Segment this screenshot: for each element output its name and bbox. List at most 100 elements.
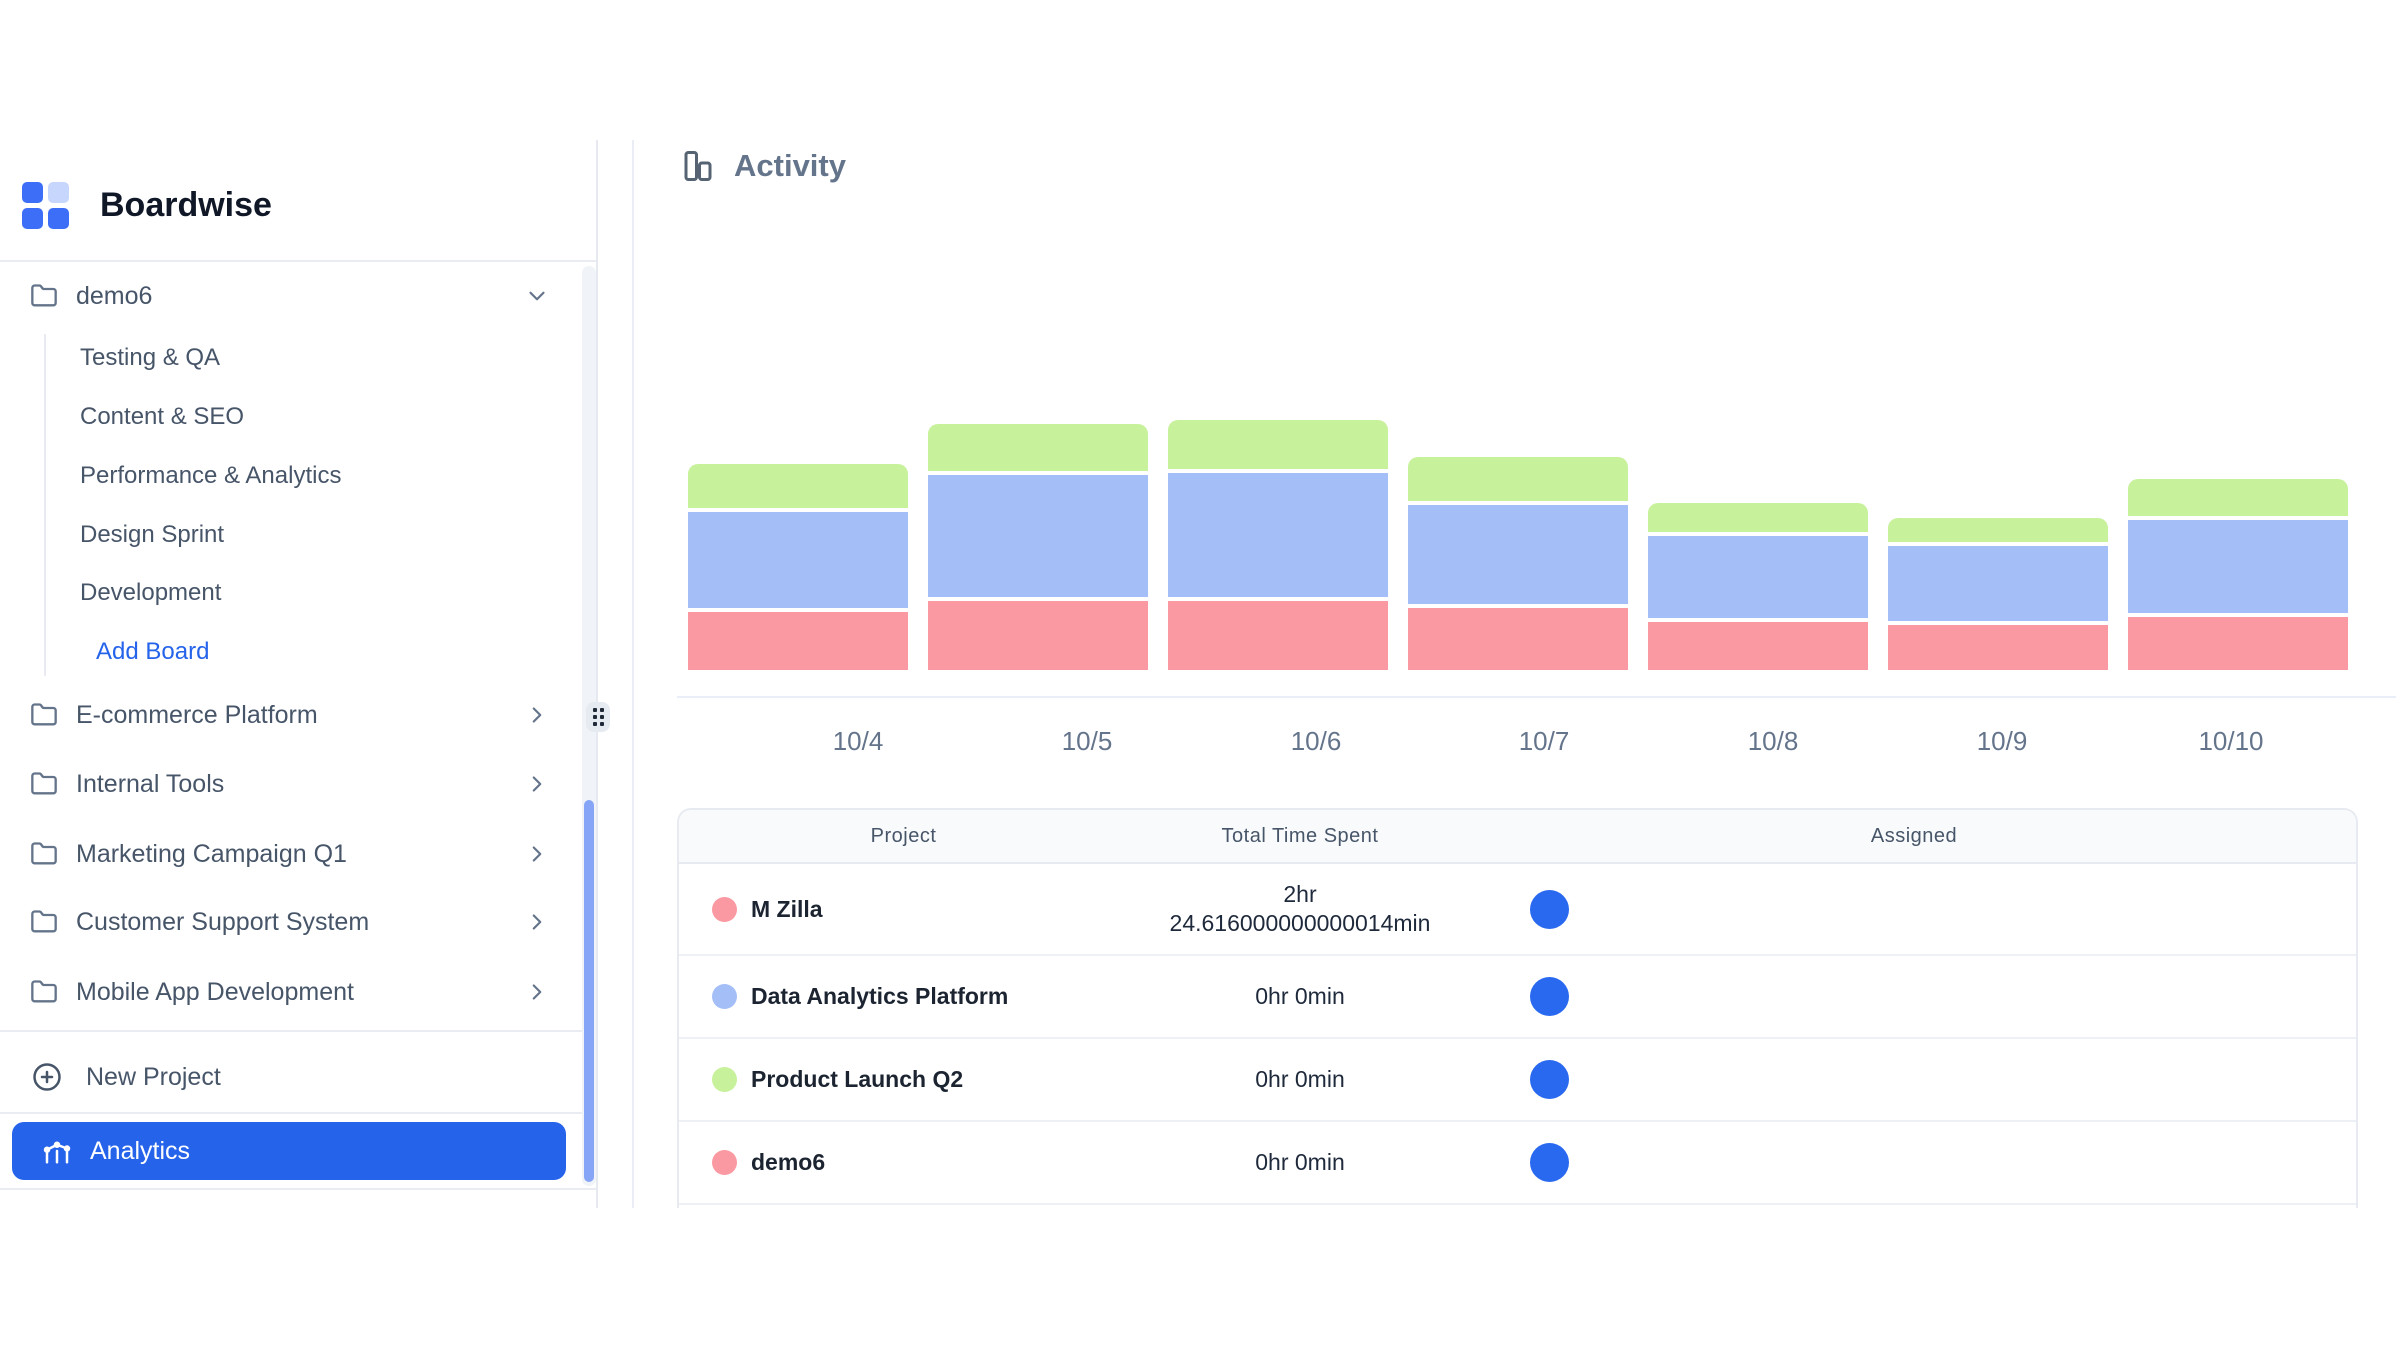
sidebar-board-item[interactable]: Testing & QA [80, 344, 221, 371]
stacked-bar-10/9[interactable] [1888, 518, 2108, 670]
project-color-dot [712, 1150, 737, 1175]
sidebar-divider-bottom [0, 1112, 596, 1114]
logo-square-2 [48, 182, 69, 203]
bar-segment-product-launch-q2[interactable] [688, 464, 908, 508]
sidebar-board-item[interactable]: Content & SEO [80, 403, 245, 430]
total-time-cell: 0hr 0min [1128, 956, 1472, 1037]
analytics-label: Analytics [90, 1136, 191, 1165]
total-time-cell: 0hr 0min [1128, 1122, 1472, 1203]
sidebar-project-item[interactable]: Marketing Campaign Q1 [0, 826, 560, 882]
brand-title: Boardwise [100, 186, 272, 224]
time-line: 2hr [1283, 881, 1317, 907]
column-header-assigned: Assigned [1870, 824, 1958, 847]
chevron-right-icon[interactable] [524, 979, 550, 1005]
logo-square-3 [22, 208, 43, 229]
bar-segment-product-launch-q2[interactable] [1408, 457, 1628, 501]
board-indent-guide [44, 334, 46, 676]
content-divider [632, 140, 634, 1208]
project-name: Data Analytics Platform [751, 983, 1009, 1009]
bar-segment-m-zilla[interactable] [1648, 622, 1868, 670]
assignee-avatar[interactable] [1530, 1143, 1569, 1182]
bar-segment-product-launch-q2[interactable] [1168, 420, 1388, 469]
chevron-right-icon[interactable] [524, 841, 550, 867]
folder-icon [31, 703, 57, 726]
sidebar-project-item[interactable]: Internal Tools [0, 756, 560, 812]
column-header-total-time: Total Time Spent [1221, 824, 1379, 847]
bar-segment-m-zilla[interactable] [1408, 608, 1628, 670]
bar-segment-data-analytics-platform[interactable] [2128, 520, 2348, 613]
chevron-down-icon[interactable] [524, 283, 550, 309]
table-row-product-launch-q2: Product Launch Q2 0hr 0min [679, 1039, 2356, 1122]
bar-segment-m-zilla[interactable] [2128, 617, 2348, 670]
project-name: M Zilla [751, 895, 823, 922]
stacked-bar-10/10[interactable] [2128, 479, 2348, 670]
bar-segment-product-launch-q2[interactable] [1888, 518, 2108, 542]
bar-segment-data-analytics-platform[interactable] [1408, 505, 1628, 604]
bar-segment-m-zilla[interactable] [1888, 625, 2108, 670]
bar-segment-product-launch-q2[interactable] [1648, 503, 1868, 532]
sidebar-group-label: demo6 [76, 281, 153, 310]
time-line: 24.616000000000014min [1169, 910, 1431, 936]
x-axis-tick-label: 10/6 [1290, 726, 1342, 756]
assignee-avatar[interactable] [1530, 1060, 1569, 1099]
bar-segment-m-zilla[interactable] [1168, 601, 1388, 670]
stacked-bar-10/4[interactable] [688, 464, 908, 670]
project-name: Product Launch Q2 [751, 1066, 964, 1092]
sidebar-resize-handle[interactable] [586, 702, 610, 732]
bar-segment-product-launch-q2[interactable] [2128, 479, 2348, 516]
circle-plus-icon [33, 1063, 61, 1091]
add-board-link[interactable]: Add Board [96, 638, 210, 665]
assignee-avatar[interactable] [1530, 977, 1569, 1016]
new-project-button[interactable]: New Project [0, 1049, 560, 1105]
folder-icon [31, 842, 57, 865]
stacked-bar-10/8[interactable] [1648, 503, 1868, 670]
column-header-project: Project [870, 824, 937, 847]
chevron-right-icon[interactable] [524, 771, 550, 797]
project-cell: demo6 [679, 1122, 1128, 1203]
chevron-right-icon[interactable] [524, 702, 550, 728]
x-axis-tick-label: 10/5 [1061, 726, 1113, 756]
stacked-bar-10/7[interactable] [1408, 457, 1628, 670]
table-body: M Zilla 2hr 24.616000000000014min Data Anal… [679, 864, 2356, 1205]
sidebar-group-demo6[interactable]: demo6 [0, 268, 560, 324]
table-header-row: Project Total Time Spent Assigned [679, 810, 2356, 864]
assignee-avatar[interactable] [1530, 889, 1569, 929]
bar-segment-data-analytics-platform[interactable] [1888, 546, 2108, 621]
assigned-cell [1472, 1122, 2356, 1203]
table-row-data-analytics-platform: Data Analytics Platform 0hr 0min [679, 956, 2356, 1039]
bar-segment-data-analytics-platform[interactable] [928, 475, 1148, 597]
assigned-cell [1472, 956, 2356, 1037]
analytics-button[interactable]: Analytics [12, 1122, 566, 1180]
activity-header: Activity [680, 148, 846, 184]
time-line: 0hr 0min [1255, 1066, 1345, 1092]
boardwise-logo-icon [22, 182, 70, 230]
new-project-label: New Project [86, 1062, 221, 1091]
sidebar-project-item[interactable]: Customer Support System [0, 894, 560, 950]
sidebar-board-item[interactable]: Performance & Analytics [80, 462, 342, 489]
bar-segment-product-launch-q2[interactable] [928, 424, 1148, 471]
bar-chart-icon [684, 151, 712, 181]
x-axis-line [677, 696, 2396, 698]
project-cell: Product Launch Q2 [679, 1039, 1128, 1120]
table-row-m-zilla: M Zilla 2hr 24.616000000000014min [679, 864, 2356, 956]
bar-segment-m-zilla[interactable] [928, 601, 1148, 670]
bar-segment-m-zilla[interactable] [688, 612, 908, 670]
stacked-bar-10/6[interactable] [1168, 420, 1388, 670]
sidebar-board-item[interactable]: Development [80, 579, 222, 606]
sidebar-project-item[interactable]: E-commerce Platform [0, 687, 560, 743]
bar-segment-data-analytics-platform[interactable] [1168, 473, 1388, 597]
sidebar-board-item[interactable]: Design Sprint [80, 521, 225, 548]
x-axis-tick-label: 10/10 [2198, 726, 2264, 756]
sidebar-scrollbar-thumb[interactable] [584, 800, 594, 1182]
bar-segment-data-analytics-platform[interactable] [1648, 536, 1868, 618]
sidebar-project-label: Customer Support System [76, 907, 370, 936]
table-row-demo6: demo6 0hr 0min [679, 1122, 2356, 1205]
time-line: 0hr 0min [1255, 1149, 1345, 1175]
chevron-right-icon[interactable] [524, 909, 550, 935]
bar-segment-data-analytics-platform[interactable] [688, 512, 908, 608]
stacked-bar-10/5[interactable] [928, 424, 1148, 670]
sidebar-project-item[interactable]: Mobile App Development [0, 964, 560, 1020]
assigned-cell [1472, 1039, 2356, 1120]
folder-icon [31, 910, 57, 933]
